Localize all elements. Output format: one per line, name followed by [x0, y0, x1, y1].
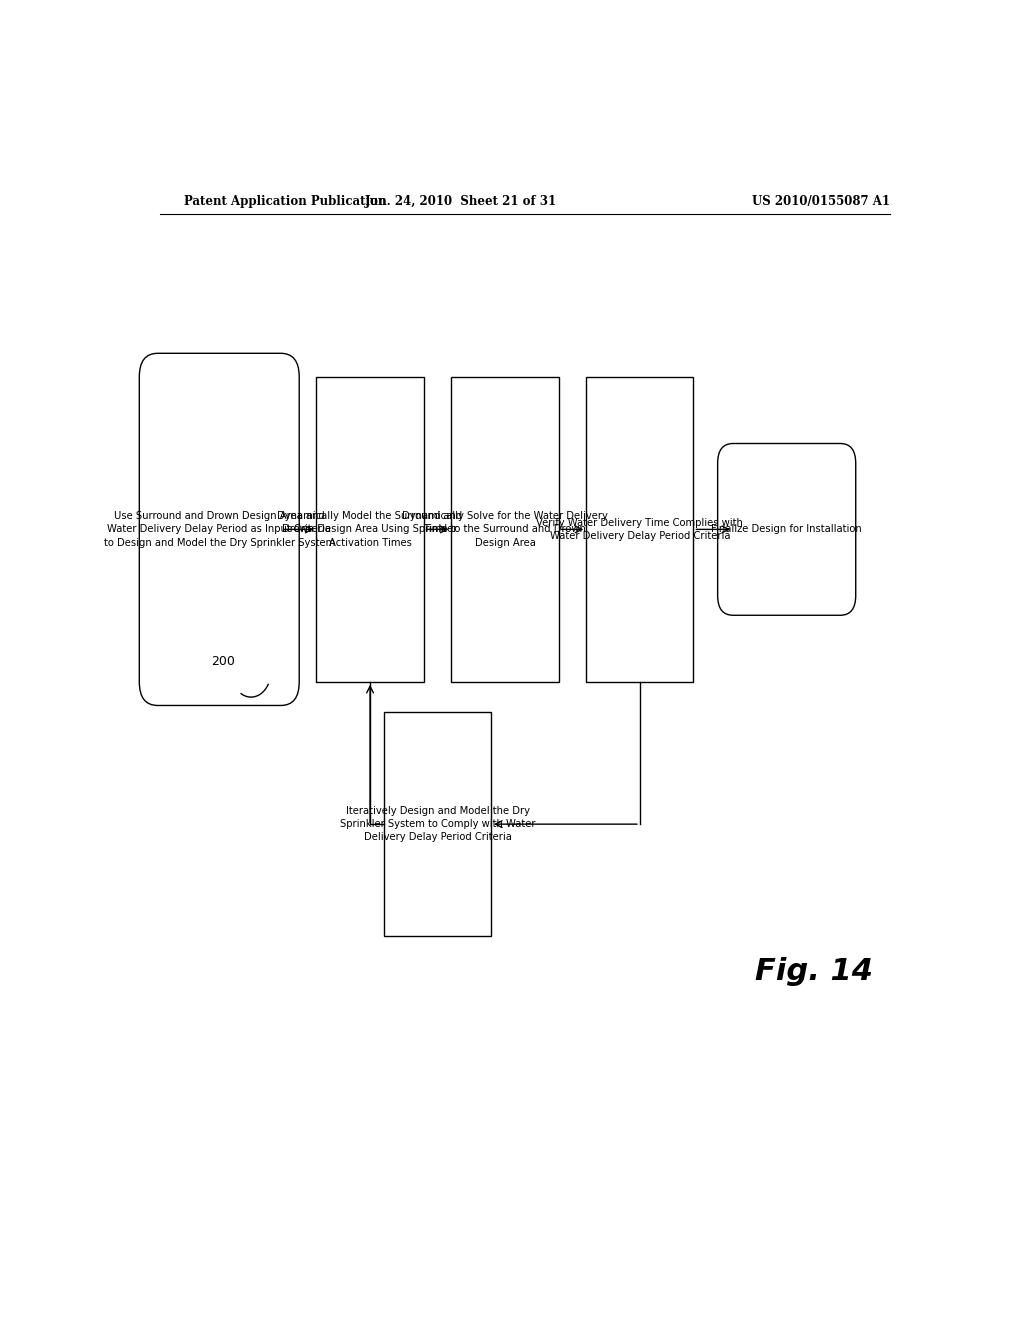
FancyBboxPatch shape [384, 713, 492, 936]
Text: Jun. 24, 2010  Sheet 21 of 31: Jun. 24, 2010 Sheet 21 of 31 [366, 194, 557, 207]
Text: Dynamically Solve for the Water Delivery
Time to the Surround and Drown
Design A: Dynamically Solve for the Water Delivery… [402, 511, 608, 548]
FancyBboxPatch shape [718, 444, 856, 615]
Text: US 2010/0155087 A1: US 2010/0155087 A1 [752, 194, 890, 207]
FancyBboxPatch shape [316, 378, 424, 682]
Text: Verify Water Delivery Time Complies with
Water Delivery Delay Period Criteria: Verify Water Delivery Time Complies with… [537, 517, 743, 541]
Text: Iteratively Design and Model the Dry
Sprinkler System to Comply with Water
Deliv: Iteratively Design and Model the Dry Spr… [340, 807, 536, 842]
Text: Use Surround and Drown Design Area and
Water Delivery Delay Period as Input Crit: Use Surround and Drown Design Area and W… [103, 511, 335, 548]
FancyBboxPatch shape [587, 378, 693, 682]
FancyBboxPatch shape [452, 378, 558, 682]
Text: Finalize Design for Installation: Finalize Design for Installation [712, 524, 862, 535]
Text: Dynamically Model the Surround and
Drown Design Area Using Sprinkler
Activation : Dynamically Model the Surround and Drown… [278, 511, 463, 548]
Text: Fig. 14: Fig. 14 [756, 957, 873, 986]
FancyBboxPatch shape [139, 354, 299, 705]
Text: Patent Application Publication: Patent Application Publication [183, 194, 386, 207]
Text: 200: 200 [211, 655, 236, 668]
